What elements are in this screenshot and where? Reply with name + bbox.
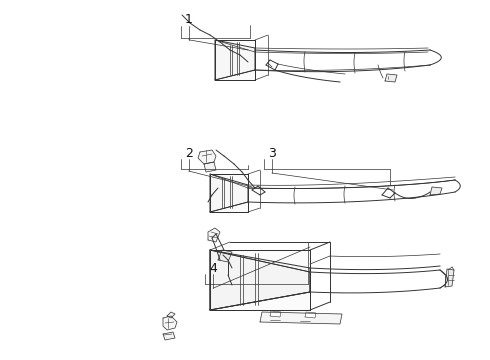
- Polygon shape: [210, 174, 248, 212]
- Polygon shape: [198, 150, 216, 164]
- Polygon shape: [215, 40, 255, 80]
- Polygon shape: [163, 316, 177, 330]
- Polygon shape: [260, 312, 342, 324]
- Polygon shape: [163, 332, 175, 340]
- Polygon shape: [208, 228, 220, 242]
- Polygon shape: [218, 250, 232, 262]
- Text: 1: 1: [185, 13, 193, 26]
- Text: 2: 2: [185, 147, 193, 159]
- Polygon shape: [167, 312, 175, 318]
- Text: 4: 4: [209, 262, 217, 275]
- Polygon shape: [215, 40, 255, 80]
- Polygon shape: [210, 250, 310, 310]
- Polygon shape: [204, 162, 216, 172]
- Polygon shape: [270, 311, 281, 317]
- Polygon shape: [445, 269, 454, 287]
- Polygon shape: [210, 250, 310, 310]
- Polygon shape: [210, 250, 310, 310]
- Polygon shape: [210, 174, 248, 212]
- Polygon shape: [305, 312, 316, 318]
- Polygon shape: [385, 74, 397, 82]
- Polygon shape: [430, 187, 442, 195]
- Text: 3: 3: [268, 147, 276, 159]
